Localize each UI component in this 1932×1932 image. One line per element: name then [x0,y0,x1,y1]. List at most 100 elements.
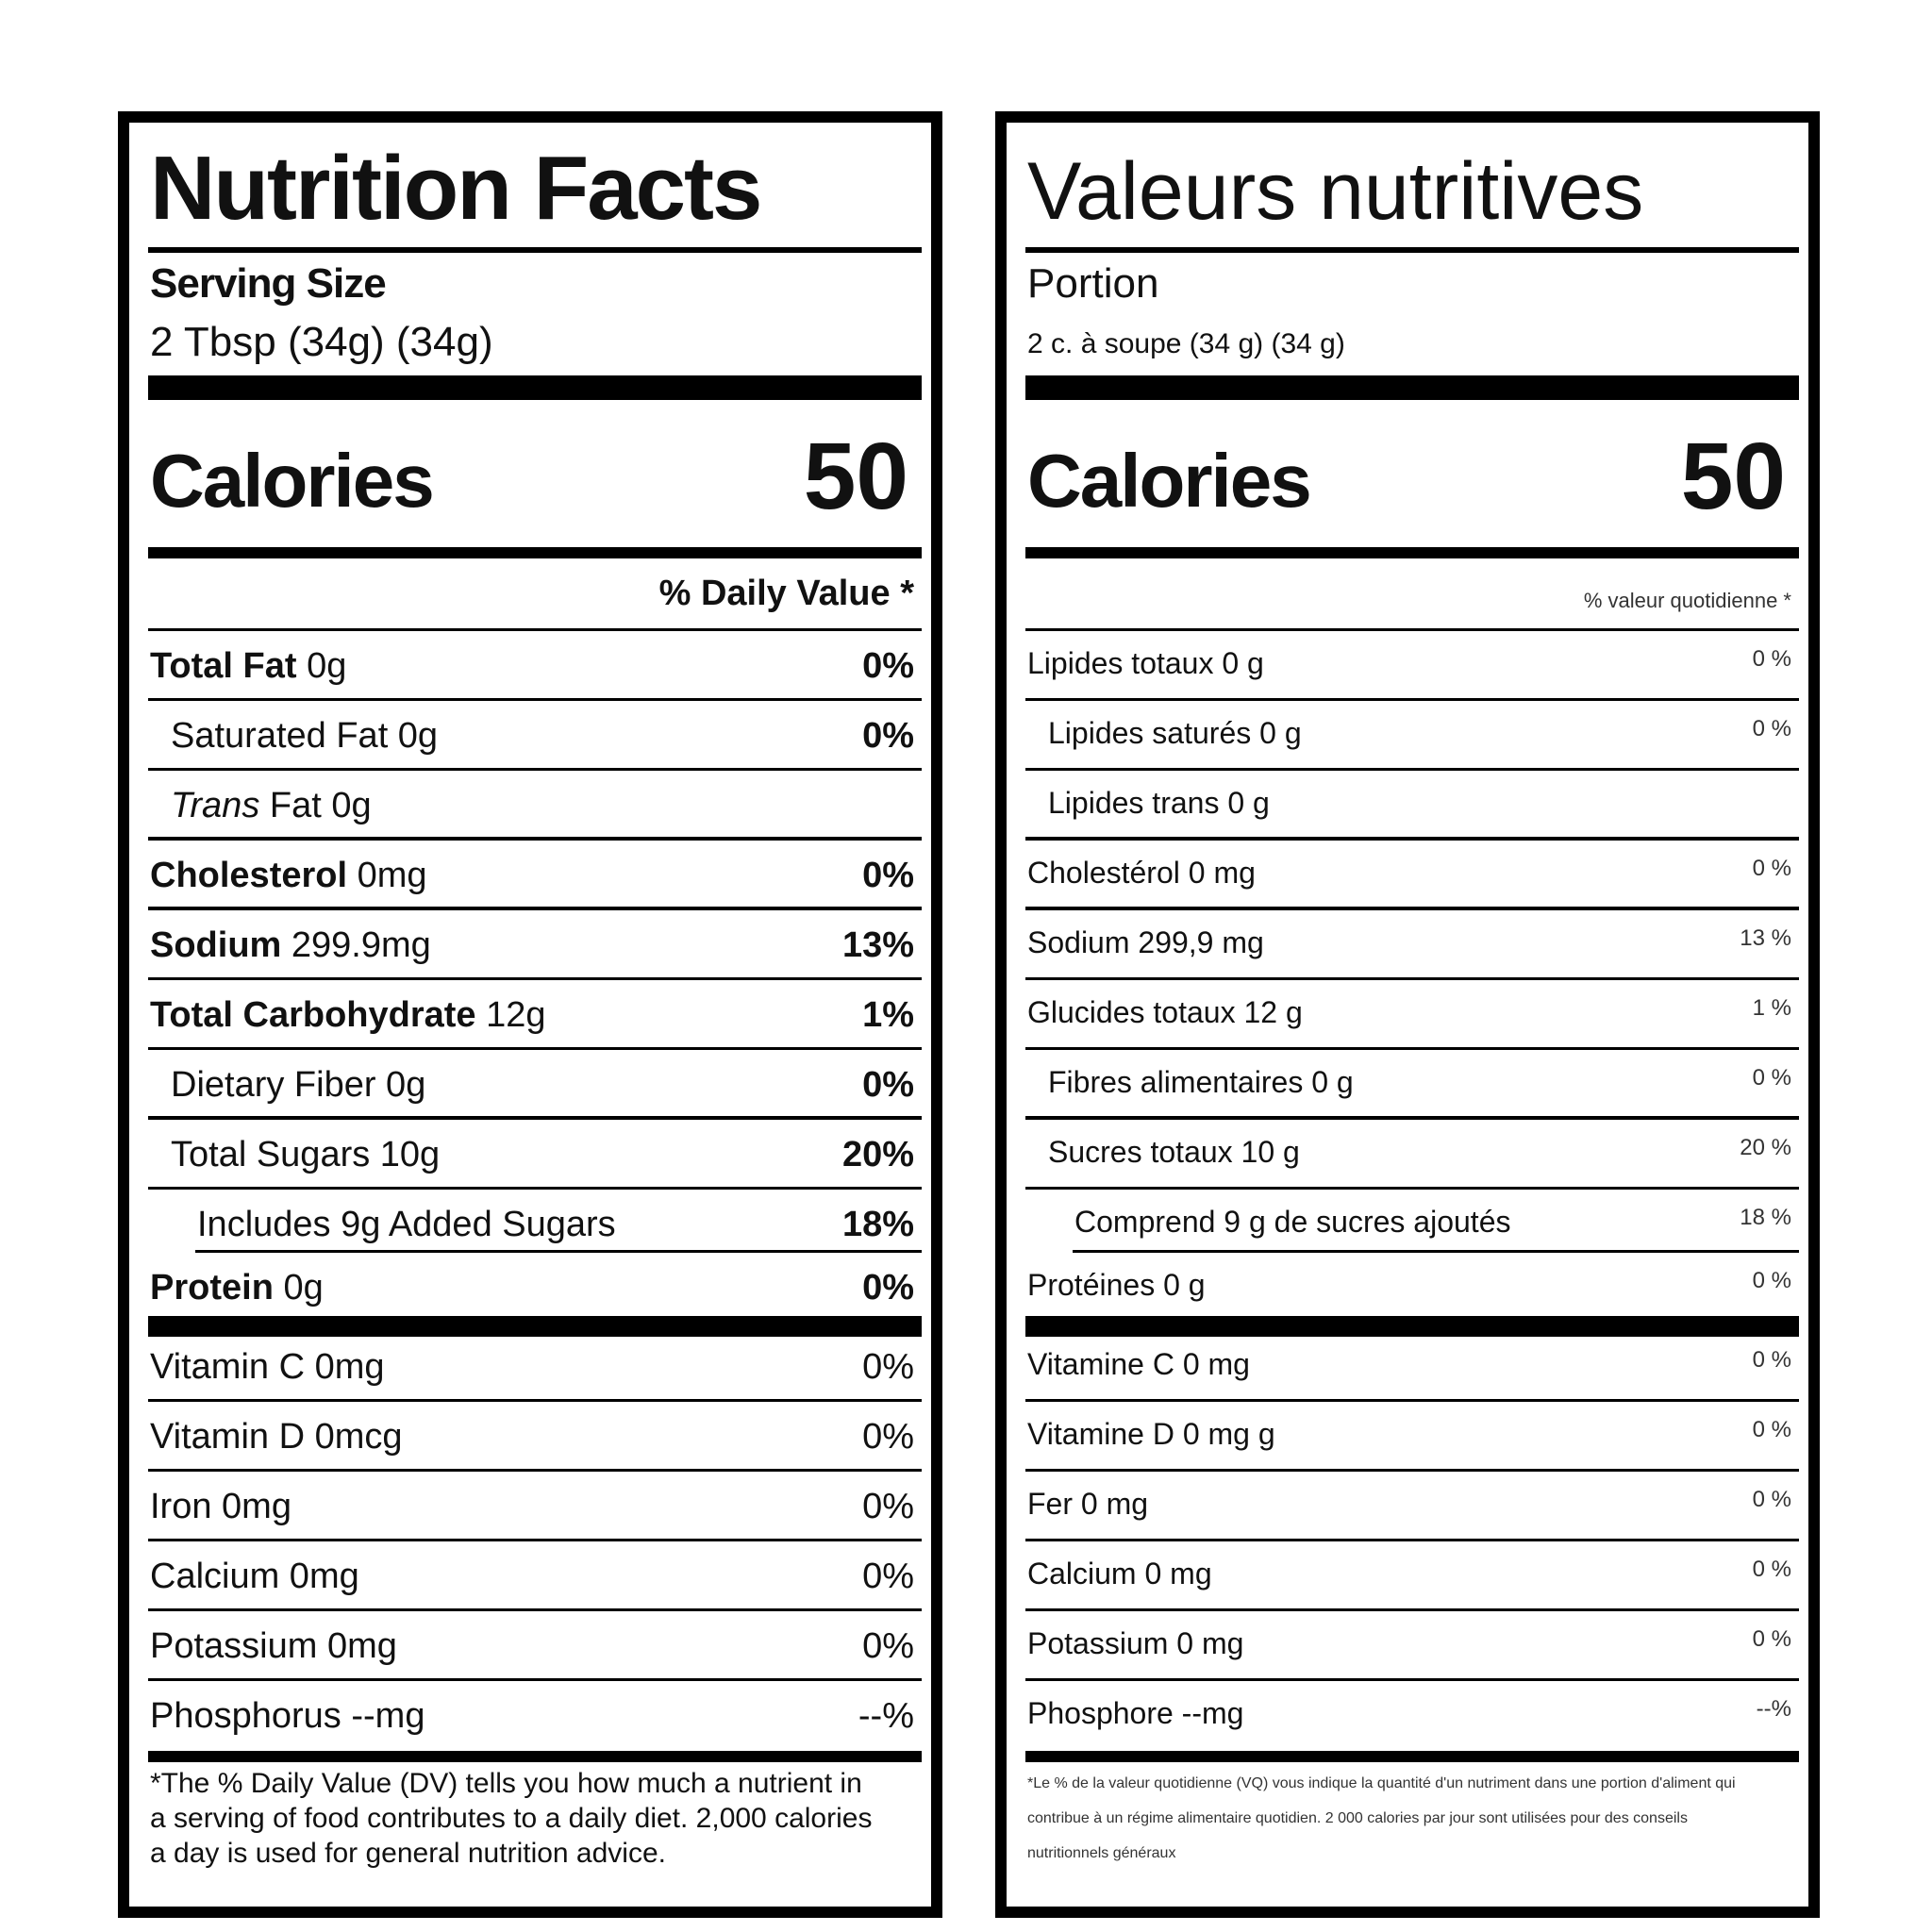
nutrient-row: Includes 9g Added Sugars 18% [148,1190,922,1253]
nutrient-amount: Potassium 0 mg [1027,1626,1244,1660]
nutrient-name: Phosphorus --mg [150,1696,425,1737]
nutrient-amount: Lipides totaux 0 g [1027,646,1264,680]
nutrient-row: Total Carbohydrate 12g 1% [148,980,922,1050]
calories-value: 50 [803,424,908,529]
nutrient-amount: Protéines 0 g [1027,1268,1206,1302]
nutrient-row: Cholesterol 0mg 0% [148,841,922,910]
divider [148,628,922,631]
nutrient-name: Protein 0g [150,1268,324,1308]
daily-value-header: % valeur quotidienne * [1583,589,1791,612]
nutrient-row: Total Fat 0g 0% [148,631,922,701]
nutrition-facts-label-english: Nutrition Facts Serving Size 2 Tbsp (34g… [118,111,942,1918]
nutrient-row: Vitamine D 0 mg g 0 % [1025,1402,1799,1472]
daily-value-percent: 0 % [1752,856,1791,881]
nutrient-row: Lipides totaux 0 g 0 % [1025,631,1799,701]
daily-value-percent: 13% [841,925,914,965]
nutrient-row: Sucres totaux 10 g 20 % [1025,1120,1799,1190]
daily-value-header: % Daily Value * [658,574,914,613]
nutrient-name: Cholesterol 0mg [150,856,427,896]
row-divider [148,977,922,980]
daily-value-percent: 0% [862,1268,914,1307]
nutrient-amount: 0g [296,646,347,686]
nutrient-row: Glucides totaux 12 g 1 % [1025,980,1799,1050]
daily-value-percent: 0 % [1752,716,1791,741]
nutrient-name: Dietary Fiber 0g [171,1065,425,1106]
nutrient-name: Vitamine C 0 mg [1027,1347,1250,1382]
nutrient-name: Sodium 299,9 mg [1027,925,1264,960]
nutrient-row: Sodium 299.9mg 13% [148,910,922,980]
nutrient-amount: Comprend 9 g de sucres ajoutés [1074,1205,1511,1239]
nutrient-name-bold: Cholesterol [150,856,348,895]
daily-value-percent: 0 % [1752,646,1791,672]
row-divider [1025,1539,1799,1541]
nutrient-amount: Vitamine C 0 mg [1027,1347,1250,1381]
divider [148,247,922,253]
daily-value-percent: 0% [862,716,914,756]
daily-value-percent: 20 % [1740,1135,1791,1160]
nutrient-name: Calcium 0mg [150,1557,359,1597]
nutrient-name: Includes 9g Added Sugars [197,1205,616,1245]
nutrient-row: Potassium 0 mg 0 % [1025,1611,1799,1681]
medium-divider [1025,1751,1799,1762]
nutrient-name-bold: Sodium [150,925,282,965]
nutrient-row: Vitamin C 0mg 0% [148,1332,922,1402]
nutrient-amount: Fat 0g [259,786,372,825]
daily-value-percent: --% [858,1696,914,1736]
nutrient-row: Protein 0g 0% [148,1253,922,1323]
thick-divider [1025,375,1799,400]
nutrient-name: Total Carbohydrate 12g [150,995,546,1036]
nutrient-row: Calcium 0 mg 0 % [1025,1541,1799,1611]
row-divider [148,698,922,701]
row-divider [148,1116,922,1120]
divider [1025,628,1799,631]
nutrient-name: Glucides totaux 12 g [1027,995,1303,1030]
label-content: Valeurs nutritives Portion 2 c. à soupe … [1025,123,1799,1907]
row-divider [1025,1678,1799,1681]
nutrient-row: Phosphore --mg --% [1025,1681,1799,1751]
footnote: *Le % de la valeur quotidienne (VQ) vous… [1027,1775,1736,1861]
nutrient-name: Vitamine D 0 mg g [1027,1417,1275,1452]
nutrient-row: Comprend 9 g de sucres ajoutés 18 % [1025,1190,1799,1253]
medium-divider [148,1751,922,1762]
nutrient-row: Vitamin D 0mcg 0% [148,1402,922,1472]
daily-value-percent: 0% [862,1417,914,1457]
thick-divider [148,1316,922,1337]
nutrient-amount: Calcium 0 mg [1027,1557,1212,1591]
label-title: Valeurs nutritives [1027,146,1644,237]
daily-value-percent: 1 % [1752,995,1791,1021]
row-divider [148,1678,922,1681]
nutrient-name: Protéines 0 g [1027,1268,1206,1303]
nutrient-row: Calcium 0mg 0% [148,1541,922,1611]
nutrient-amount: Fer 0 mg [1027,1487,1149,1521]
nutrient-row: Saturated Fat 0g 0% [148,701,922,771]
nutrient-name: Sucres totaux 10 g [1048,1135,1300,1170]
nutrient-name: Sodium 299.9mg [150,925,431,966]
medium-divider [1025,547,1799,558]
nutrient-row: Vitamine C 0 mg 0 % [1025,1332,1799,1402]
row-divider [1025,1187,1799,1190]
daily-value-percent: 1% [862,995,914,1035]
nutrient-row: Cholestérol 0 mg 0 % [1025,841,1799,910]
daily-value-percent: 0 % [1752,1417,1791,1442]
nutrient-row: Dietary Fiber 0g 0% [148,1050,922,1120]
daily-value-percent: 0% [862,856,914,895]
thick-divider [148,375,922,400]
serving-size-value: 2 c. à soupe (34 g) (34 g) [1027,328,1345,359]
nutrient-amount: 299.9mg [281,925,431,965]
row-divider [1025,907,1799,910]
label-content: Nutrition Facts Serving Size 2 Tbsp (34g… [148,123,922,1907]
nutrient-amount: Lipides saturés 0 g [1048,716,1302,750]
label-title: Nutrition Facts [150,138,762,239]
nutrient-name: Lipides totaux 0 g [1027,646,1264,681]
nutrient-amount: Potassium 0mg [150,1626,397,1666]
nutrient-row: Phosphorus --mg --% [148,1681,922,1751]
row-divider [148,1047,922,1050]
nutrient-amount: 0mg [347,856,427,895]
daily-value-percent: 18% [841,1205,914,1244]
daily-value-percent: 0 % [1752,1347,1791,1373]
nutrient-name: Total Fat 0g [150,646,346,687]
row-divider [1025,1047,1799,1050]
nutrient-row: Fer 0 mg 0 % [1025,1472,1799,1541]
nutrient-amount: Vitamin C 0mg [150,1347,385,1387]
daily-value-percent: 0% [862,1557,914,1596]
